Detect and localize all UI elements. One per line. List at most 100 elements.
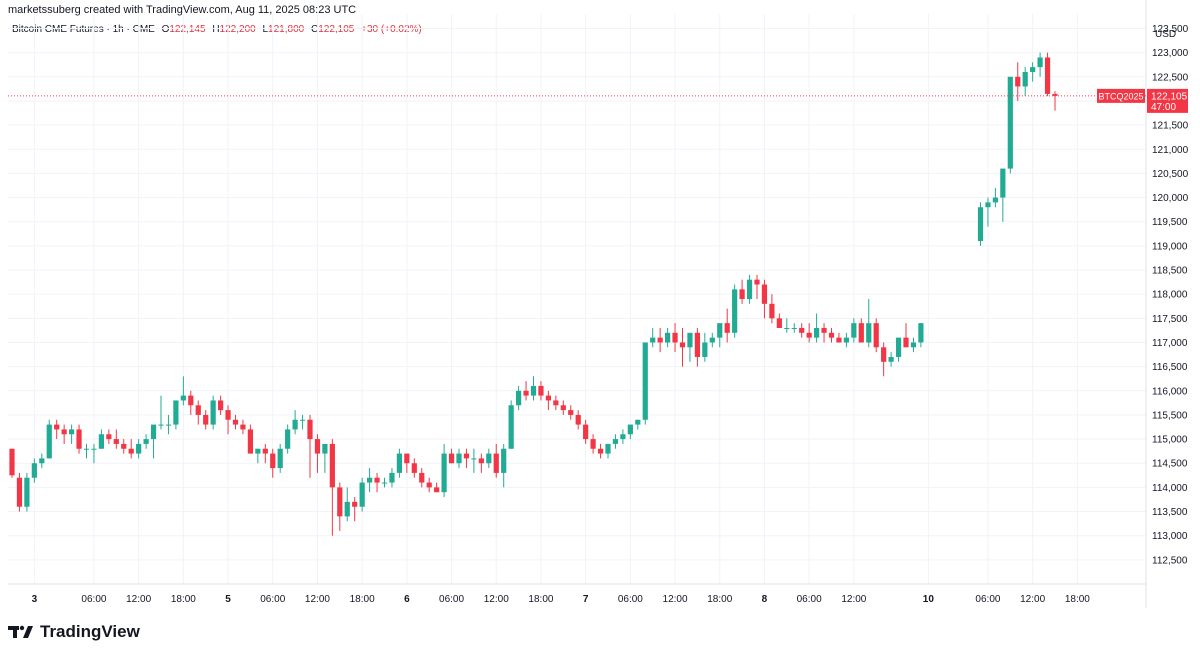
candle-down: [538, 385, 544, 396]
candle-up: [136, 443, 142, 454]
x-tick-label: 06:00: [439, 594, 464, 605]
candle-up: [717, 323, 723, 338]
candle-up: [1037, 57, 1043, 68]
candle-down: [1044, 57, 1051, 94]
candle-up: [344, 501, 350, 517]
y-tick-label: 120,500: [1152, 169, 1189, 180]
x-tick-label: 12:00: [663, 594, 688, 605]
y-tick-label: 120,000: [1152, 193, 1189, 204]
y-tick-label: 113,000: [1152, 531, 1188, 542]
candle-down: [188, 395, 194, 406]
candle-down: [523, 390, 529, 396]
x-tick-label: 12:00: [126, 594, 151, 605]
candle-down: [434, 487, 440, 493]
candle-down: [754, 279, 760, 285]
candle-up: [814, 327, 820, 338]
candle-up: [471, 458, 477, 460]
candle-up: [910, 342, 917, 348]
candle-up: [650, 337, 656, 343]
candle-down: [16, 477, 23, 507]
candle-up: [381, 482, 388, 484]
candle-down: [694, 332, 700, 357]
candle-up: [39, 458, 45, 464]
candle-down: [776, 318, 782, 328]
low-value: 121,800: [268, 24, 305, 35]
high-label: H: [212, 24, 220, 35]
candle-up: [24, 477, 30, 507]
candle-down: [218, 400, 224, 411]
y-tick-label: 118,500: [1152, 266, 1188, 277]
candle-up: [746, 279, 753, 299]
symbol-title[interactable]: Bitcoin CME Futures · 1h · CME: [12, 24, 155, 35]
x-tick-label: 6: [404, 594, 410, 605]
candle-up: [977, 207, 984, 242]
candle-down: [113, 439, 119, 444]
candle-up: [367, 477, 373, 483]
candle-down: [270, 453, 276, 469]
x-tick-label: 18:00: [528, 594, 553, 605]
candle-up: [784, 327, 790, 329]
x-tick-label: 18:00: [350, 594, 375, 605]
x-tick-label: 18:00: [171, 594, 196, 605]
open-value: 122,145: [169, 24, 206, 35]
candle-down: [195, 405, 201, 415]
y-tick-label: 117,000: [1152, 338, 1188, 349]
x-tick-label: 06:00: [81, 594, 106, 605]
x-tick-label: 12:00: [484, 594, 509, 605]
y-tick-label: 115,000: [1152, 435, 1188, 446]
candle-up: [150, 424, 157, 440]
candle-up: [98, 434, 104, 449]
candle-up: [635, 419, 641, 425]
candle-up: [143, 439, 149, 444]
candle-down: [463, 453, 470, 459]
y-tick-label: 113,500: [1152, 507, 1188, 518]
candle-up: [516, 390, 522, 406]
candle-down: [352, 501, 358, 507]
candle-down: [448, 453, 455, 464]
y-tick-label: 114,000: [1152, 483, 1188, 494]
candle-up: [158, 424, 164, 426]
candle-down: [225, 410, 231, 420]
candle-down: [128, 448, 134, 454]
y-tick-label: 123,500: [1152, 24, 1189, 35]
candle-down: [307, 419, 313, 440]
candle-down: [106, 434, 112, 440]
candle-up: [620, 434, 626, 440]
candle-up: [985, 202, 991, 208]
candle-down: [799, 327, 805, 333]
candle-up: [627, 424, 633, 435]
candle-down: [560, 405, 566, 411]
candle-down: [1052, 93, 1058, 96]
candle-down: [545, 395, 551, 401]
symbol-tag-label: BTCQ2025: [1098, 91, 1143, 101]
candle-down: [769, 303, 775, 319]
candle-down: [419, 472, 425, 483]
y-tick-label: 119,000: [1152, 241, 1188, 252]
candle-down: [828, 332, 835, 338]
candle-down: [121, 443, 127, 449]
x-tick-label: 3: [32, 594, 38, 605]
candle-down: [1015, 76, 1021, 87]
candle-up: [277, 448, 283, 469]
candle-down: [858, 323, 864, 343]
candle-down: [903, 337, 909, 348]
candle-down: [553, 400, 559, 406]
candle-down: [232, 419, 239, 425]
candle-up: [851, 323, 857, 338]
x-tick-label: 06:00: [797, 594, 822, 605]
close-value: 122,105: [318, 24, 355, 35]
tradingview-logo[interactable]: TradingView: [8, 622, 140, 642]
candle-down: [672, 332, 678, 343]
candle-up: [46, 424, 52, 459]
candle-up: [888, 356, 894, 362]
y-tick-label: 122,500: [1152, 72, 1189, 83]
candle-down: [568, 410, 574, 415]
attribution-text: marketssuberg created with TradingView.c…: [8, 4, 357, 16]
candle-down: [9, 448, 15, 476]
candle-down: [575, 414, 581, 425]
candle-up: [396, 453, 402, 473]
candle-up: [687, 332, 693, 348]
candle-up: [1007, 76, 1013, 169]
candle-down: [724, 323, 730, 333]
